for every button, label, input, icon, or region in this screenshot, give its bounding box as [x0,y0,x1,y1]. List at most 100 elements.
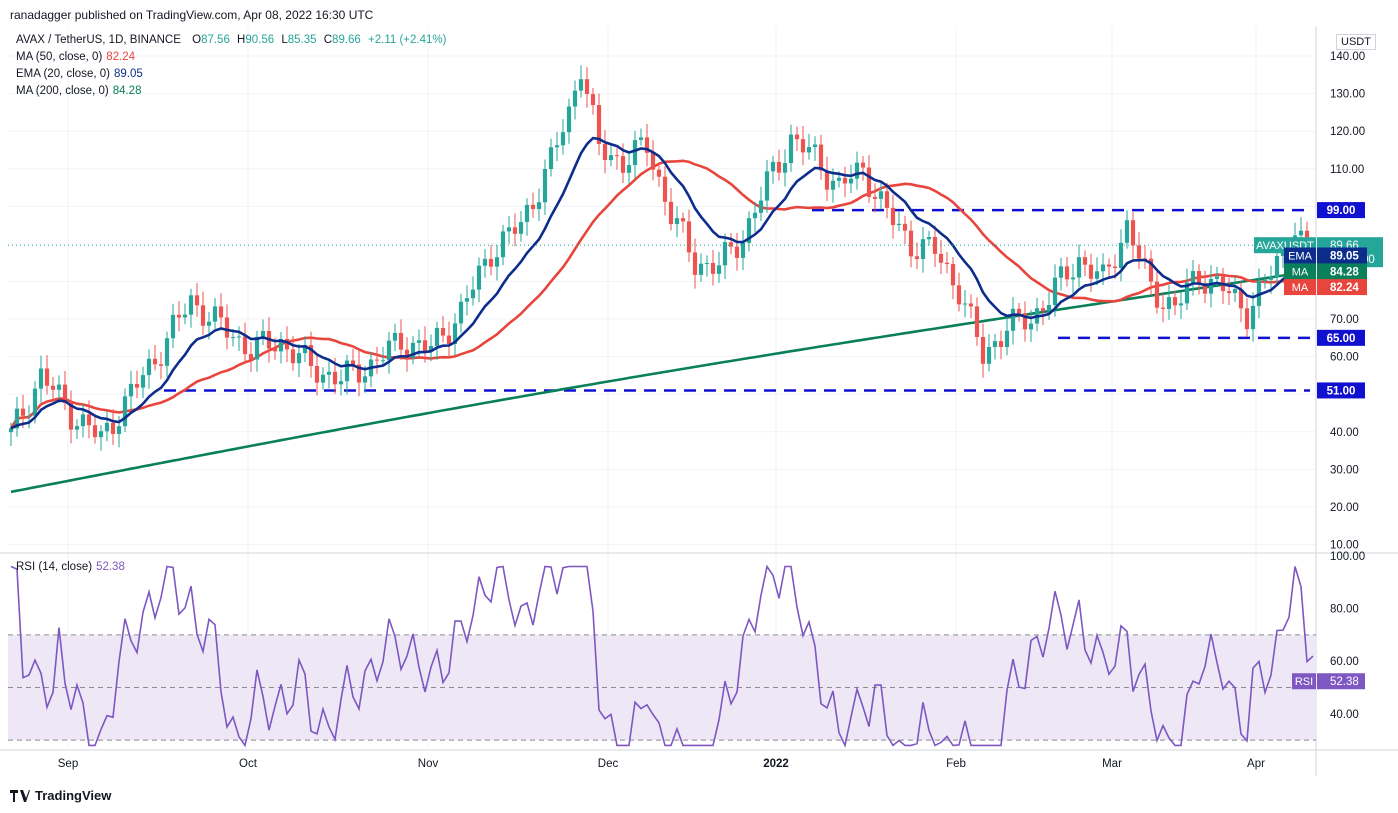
candle-body [380,360,386,362]
candle-body [410,342,416,359]
candle-body [488,258,494,267]
price-tick-label: 140.00 [1330,51,1365,63]
candle-body [428,345,434,352]
candle-body [1016,308,1022,314]
candle-body [542,169,548,203]
candle-body [194,295,200,306]
indicator-tag [1284,279,1316,296]
indicator-value-tag [1317,263,1367,280]
candle-body [422,340,428,352]
candle-body [758,200,764,213]
candle-body [572,90,578,107]
candle-body [704,262,710,264]
candle-body [992,341,998,347]
candle-body [698,263,704,275]
level-tag [1317,202,1365,219]
candle-body [1028,323,1034,330]
candle-body [434,327,440,346]
candle-body [260,331,266,337]
candle-body [1154,281,1160,308]
candle-body [14,408,20,429]
currency-button[interactable]: USDT [1336,34,1376,50]
legend-ma50[interactable]: MA (50, close, 0) 82.24 [16,51,136,63]
candle-body [1190,271,1196,283]
candle-body [1004,330,1010,348]
legend-ma200[interactable]: MA (200, close, 0) 84.28 [16,85,142,97]
ma200-line [10,269,1314,494]
candle-body [560,132,566,146]
candle-body [68,403,74,430]
rsi-pane [8,564,1316,748]
price-tick-label: 20.00 [1330,502,1359,514]
candle-body [206,321,212,326]
legend-symbol-row: AVAX / TetherUS, 1D, BINANCE O87.56 H90.… [16,34,446,46]
candle-body [1166,297,1172,309]
candle-body [1082,257,1088,265]
candle-body [128,383,134,397]
candle-body [710,262,716,274]
candle-body [176,314,182,318]
candle-body [836,177,842,181]
candle-body [620,156,626,173]
candle-body [152,358,158,365]
candle-body [296,353,302,364]
legend-rsi[interactable]: RSI (14, close) 52.38 [16,561,125,573]
rsi-tick-label: 60.00 [1330,656,1359,668]
candle-body [554,145,560,148]
ohlc-open: O87.56 [192,34,230,46]
candle-body [302,345,308,354]
candle-body [530,204,536,210]
candle-body [782,163,788,173]
candle-body [884,191,890,208]
price-tick-label: 70.00 [1330,314,1359,326]
candle-body [20,408,26,416]
candle-body [392,332,398,341]
candle-body [242,336,248,355]
candle-body [212,306,218,322]
candle-body [968,303,974,307]
time-tick-label: Dec [598,758,619,770]
candle-body [686,221,692,253]
candle-body [98,431,104,438]
candle-body [914,256,920,260]
candle-body [824,170,830,190]
candle-body [950,264,956,286]
ohlc-high: H90.56 [237,34,275,46]
candle-body [146,358,152,376]
price-tick-label: 10.00 [1330,539,1359,551]
candle-body [656,169,662,177]
indicator-tag [1284,263,1316,280]
candle-body [1172,297,1178,306]
indicator-value-label: 84.28 [1330,266,1359,278]
candle-body [308,345,314,367]
candle-body [908,230,914,257]
candle-body [566,106,572,133]
candle-body [602,144,608,161]
candle-body [860,162,866,168]
candle-body [470,289,476,299]
candle-body [320,374,326,383]
candle-body [446,335,452,344]
tradingview-logo[interactable]: TradingView [10,788,111,803]
candle-body [92,425,98,438]
candle-body [44,368,50,386]
candle-body [1226,291,1232,294]
price-tick-label: 120.00 [1330,126,1365,138]
candle-body [1208,278,1214,294]
candle-body [944,262,950,265]
candle-body [818,144,824,171]
candle-body [1064,266,1070,280]
ma200-path [10,269,1314,494]
candle-body [794,134,800,140]
candle-body [116,426,122,434]
candle-body [596,105,602,145]
candle-body [1274,255,1280,278]
candle-body [800,139,806,153]
legend-ema20[interactable]: EMA (20, close, 0) 89.05 [16,68,143,80]
candle-body [38,368,44,389]
candle-body [338,381,344,385]
rsi-tick-label: 100.00 [1330,551,1365,563]
candle-body [1124,220,1130,243]
